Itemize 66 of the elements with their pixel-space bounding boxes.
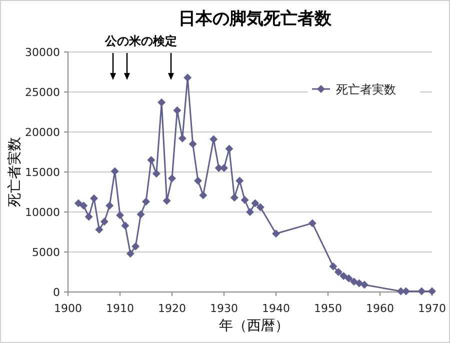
point: [178, 134, 186, 142]
point: [236, 176, 244, 185]
point: [136, 210, 145, 218]
point: [188, 140, 197, 148]
point: [360, 280, 368, 289]
y-tick-label: 15000: [25, 166, 60, 179]
text: 公の米の検定: [104, 34, 177, 48]
x-tick-label: 1970: [418, 302, 446, 315]
y-tick-label: 30000: [25, 46, 60, 59]
point: [162, 196, 171, 205]
point: [74, 199, 82, 208]
point: [230, 194, 238, 202]
point: [80, 202, 88, 210]
y-tick-label: 10000: [25, 206, 60, 219]
point: [256, 203, 264, 212]
point: [132, 242, 140, 250]
point: [199, 191, 208, 200]
point: [84, 212, 93, 221]
point: [100, 218, 108, 226]
y-tick-label: 5000: [32, 246, 60, 259]
point: [251, 199, 260, 208]
point: [184, 74, 192, 82]
point: [106, 202, 114, 210]
point: [168, 174, 176, 182]
point: [158, 98, 166, 106]
point: [240, 196, 249, 204]
point: [428, 287, 436, 296]
y-tick-label: 25000: [25, 86, 60, 99]
point: [350, 278, 358, 286]
chart-title: 日本の脚気死亡者数: [178, 9, 332, 29]
point: [329, 262, 338, 270]
point: [344, 274, 353, 282]
point: [272, 230, 280, 238]
point: [225, 144, 234, 153]
point: [246, 208, 254, 216]
point: [116, 211, 124, 220]
x-axis-title: 年（西暦）: [219, 318, 289, 334]
x-tick-label: 1960: [366, 302, 394, 315]
point: [418, 287, 426, 296]
point: [142, 198, 150, 206]
point: [147, 156, 156, 164]
point: [110, 167, 119, 176]
point: [194, 176, 202, 185]
x-tick-label: 1900: [54, 302, 82, 315]
y-tick-label: 20000: [25, 126, 60, 139]
point: [126, 250, 134, 258]
y-axis-title: 死亡者実数: [7, 137, 23, 207]
point: [121, 222, 130, 230]
x-tick-label: 1950: [314, 302, 342, 315]
point: [340, 272, 348, 280]
point: [355, 279, 364, 288]
x-tick-label: 1930: [210, 302, 238, 315]
point: [95, 226, 104, 234]
legend-label: 死亡者実数: [336, 82, 396, 96]
point: [173, 106, 182, 114]
point: [334, 268, 342, 276]
point: [220, 164, 228, 172]
x-tick-label: 1910: [106, 302, 134, 315]
point: [402, 287, 410, 296]
y-tick-label: 0: [53, 286, 60, 299]
point: [90, 194, 98, 202]
point: [152, 170, 160, 178]
point: [308, 219, 316, 228]
point: [210, 135, 218, 144]
x-tick-label: 1920: [158, 302, 186, 315]
x-tick-label: 1940: [262, 302, 290, 315]
